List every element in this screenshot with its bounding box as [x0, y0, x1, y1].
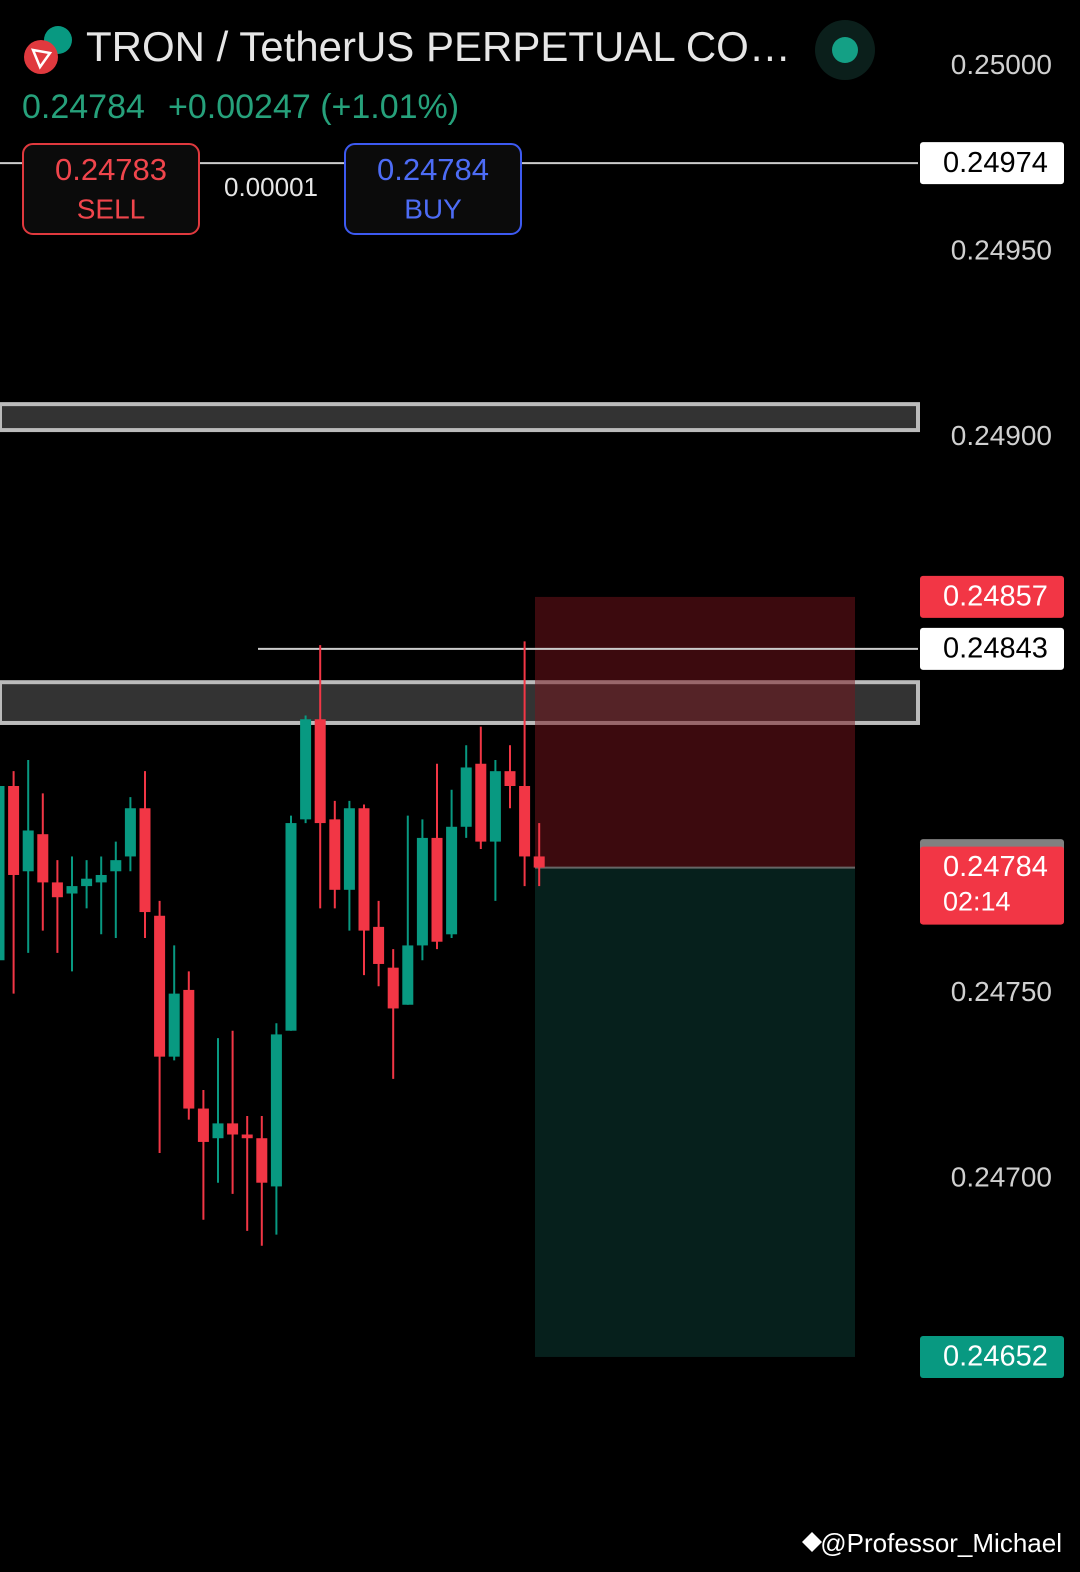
candle-body	[343, 808, 355, 890]
candle-body	[154, 915, 166, 1057]
plot: 0.25000 0.24950 0.24900 0.24750 0.24700 0.246…	[0, 49, 1064, 1378]
candle-body	[95, 874, 107, 883]
candle-body	[402, 945, 414, 1005]
candle-body	[8, 786, 20, 875]
icon	[30, 48, 53, 70]
price-label: 0.24857	[943, 581, 1048, 613]
candle-body	[270, 1034, 282, 1187]
candle-body	[329, 819, 341, 890]
loss-zone	[535, 867, 855, 1357]
ui: TRON / TetherUS PERPETUAL CO… 0.24784 +0…	[22, 20, 1062, 1558]
countdown: 02:14	[943, 887, 1011, 917]
price: 0.24784	[22, 88, 145, 126]
candle-body	[475, 763, 487, 842]
candle-body	[81, 878, 93, 887]
price-label-bg	[920, 846, 1064, 925]
candle-body	[227, 1123, 239, 1135]
candle-body	[197, 1108, 209, 1142]
price-label: 0.24784	[943, 851, 1048, 883]
price-label-bg	[920, 142, 1064, 185]
change: +0.00247 (+1.01%)	[168, 88, 459, 126]
candle-body	[256, 1138, 268, 1183]
candle-body	[489, 771, 501, 842]
profit-zone	[535, 596, 855, 868]
candle-body	[212, 1123, 224, 1139]
buy-button[interactable]	[344, 143, 522, 235]
candle-body	[416, 837, 428, 946]
y-tick-label: 0.24900	[951, 420, 1052, 451]
price-label: 0.24843	[943, 632, 1048, 664]
price-label-bg	[920, 575, 1064, 618]
price-label-bg	[920, 627, 1064, 670]
y-tick-label: 0.24700	[951, 1161, 1052, 1192]
y-tick-label: 0.24750	[951, 976, 1052, 1007]
candle-body	[387, 967, 399, 1009]
candle-body	[431, 837, 443, 942]
sell-price: 0.24783	[55, 152, 167, 187]
candle-body	[124, 808, 136, 857]
price-label: 0.24974	[943, 147, 1048, 179]
price-label-bg	[920, 1335, 1064, 1378]
candle-body	[373, 926, 385, 964]
icon	[24, 40, 58, 74]
price-label: 0.24652	[943, 1341, 1048, 1373]
candle-body	[22, 830, 34, 872]
candle-body	[183, 989, 195, 1109]
candle-body	[51, 882, 63, 898]
candle-body	[314, 719, 326, 824]
status-dot	[832, 37, 858, 63]
spread: 0.00001	[224, 172, 318, 202]
y-tick-label: 0.25000	[951, 49, 1052, 80]
candle-body	[504, 771, 516, 786]
candle-body	[460, 767, 472, 827]
sell-button[interactable]	[22, 143, 200, 235]
buy-label: BUY	[404, 193, 462, 224]
candle-body	[0, 786, 5, 961]
candle-body	[446, 826, 458, 935]
candle-body	[241, 1134, 253, 1139]
candle-body	[358, 808, 370, 931]
watermark: @Professor_Michael	[820, 1528, 1062, 1558]
candle-body	[519, 786, 531, 857]
candle-body	[300, 719, 312, 820]
candle-body	[37, 834, 49, 883]
y-tick-label: 0.24950	[951, 235, 1052, 266]
candle-body	[139, 808, 151, 913]
candle-body	[533, 856, 545, 868]
candle-body	[168, 993, 180, 1057]
zone	[0, 402, 920, 433]
sell-label: SELL	[77, 193, 146, 224]
candle-body	[110, 860, 122, 872]
buy-price: 0.24784	[377, 152, 489, 187]
title: TRON / TetherUS PERPETUAL CO…	[86, 23, 791, 70]
candle-body	[285, 823, 297, 1031]
watermark-icon	[802, 1532, 822, 1552]
candle-body	[66, 886, 78, 894]
